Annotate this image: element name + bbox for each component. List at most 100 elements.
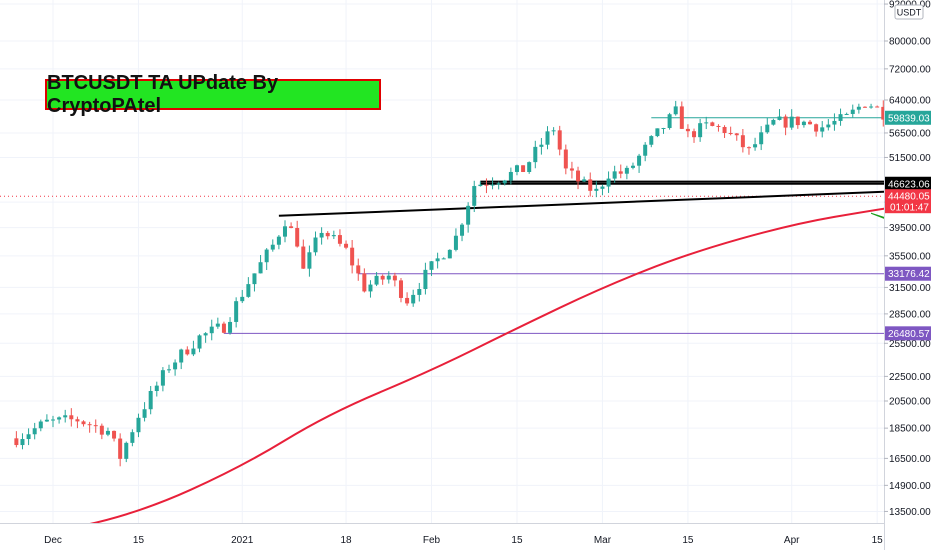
candle: [240, 289, 245, 304]
candle-body: [850, 109, 855, 114]
candle: [173, 359, 178, 376]
candle-body: [502, 180, 507, 184]
candle: [563, 144, 568, 175]
candle-body: [173, 362, 178, 370]
candle-body: [875, 106, 880, 108]
candle: [661, 127, 666, 134]
x-tick-label-2: 2021: [231, 535, 254, 546]
candle-body: [508, 171, 513, 181]
x-tick-label-4: Feb: [423, 535, 441, 546]
candle-body: [118, 438, 123, 459]
candle-body: [484, 184, 489, 186]
ma-300d-line: [34, 200, 932, 538]
candle-body: [490, 184, 495, 186]
candle: [722, 125, 727, 138]
candle: [105, 427, 110, 437]
candle-body: [63, 415, 68, 418]
candle: [777, 109, 782, 121]
y-tick-label-12: 22500.00: [889, 372, 931, 383]
x-tick-label-1: 15: [133, 535, 145, 546]
candle-body: [350, 247, 355, 266]
candle-body: [551, 130, 556, 132]
candle: [490, 177, 495, 190]
candle-body: [716, 125, 721, 127]
level-badge-text-2: 33176.42: [888, 269, 930, 280]
candle: [472, 180, 477, 213]
candle: [643, 142, 648, 162]
candle-body: [228, 321, 233, 333]
candle: [154, 381, 159, 397]
candle: [484, 178, 489, 194]
x-tick-label-0: Dec: [44, 535, 62, 546]
candle: [545, 126, 550, 150]
candle-body: [460, 224, 465, 236]
candle-body: [740, 135, 745, 148]
candle: [850, 104, 855, 118]
candle-body: [435, 258, 440, 262]
candle: [362, 268, 367, 293]
candle-body: [704, 122, 709, 124]
candle-body: [124, 442, 129, 459]
ma-300d: [34, 200, 932, 538]
candle: [496, 181, 501, 190]
candle-body: [197, 335, 202, 349]
candle-body: [179, 349, 184, 363]
candle-body: [838, 114, 843, 121]
candle-body: [862, 106, 867, 108]
candle-body: [734, 133, 739, 136]
candle-body: [368, 284, 373, 292]
candle: [600, 184, 605, 196]
candle: [221, 321, 226, 334]
y-tick-label-7: 39500.00: [889, 223, 931, 234]
candle: [295, 220, 300, 248]
candle: [814, 123, 819, 137]
candle: [136, 413, 141, 438]
candle: [551, 127, 556, 136]
candle: [765, 117, 770, 134]
candle-body: [246, 284, 251, 297]
candle: [429, 261, 434, 276]
candle: [820, 121, 825, 138]
candle: [698, 118, 703, 142]
candle-body: [38, 421, 43, 429]
candle-body: [319, 232, 324, 238]
candle-body: [209, 326, 214, 334]
candle-body: [69, 415, 74, 420]
candle: [692, 128, 697, 143]
candle: [215, 317, 220, 329]
candle: [289, 222, 294, 229]
candle-body: [417, 289, 422, 295]
candle-body: [142, 409, 147, 418]
candle-body: [289, 226, 294, 229]
candle-body: [136, 417, 141, 433]
candle-body: [826, 124, 831, 128]
candle-body: [26, 434, 31, 440]
candle-body: [447, 249, 452, 259]
candle: [69, 408, 74, 427]
candle-body: [588, 179, 593, 191]
candle: [630, 162, 635, 170]
candle-body: [154, 385, 159, 392]
x-tick-label-6: Mar: [594, 535, 612, 546]
candle: [185, 346, 190, 356]
candle-body: [362, 273, 367, 292]
candle-body: [844, 113, 849, 115]
candle-body: [356, 265, 361, 274]
candle-body: [282, 226, 287, 237]
candle: [234, 297, 239, 328]
candle: [344, 240, 349, 250]
candle: [93, 419, 98, 433]
candle: [569, 161, 574, 179]
candle-body: [832, 120, 837, 125]
candle-body: [514, 165, 519, 172]
candle: [435, 252, 440, 269]
candle-body: [783, 116, 788, 128]
candle-body: [264, 249, 269, 263]
candle: [405, 292, 410, 306]
candle-body: [533, 146, 538, 163]
candle: [20, 433, 25, 450]
candle: [57, 416, 62, 424]
candle: [582, 176, 587, 183]
